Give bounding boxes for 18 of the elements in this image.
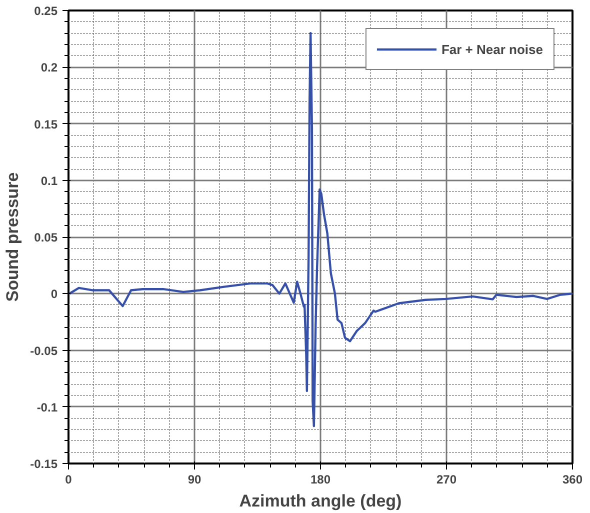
y-tick-label: -0.1 xyxy=(36,400,58,414)
y-tick-label: 0.15 xyxy=(34,117,58,132)
y-tick-label: 0 xyxy=(50,287,58,302)
x-tick-label: 270 xyxy=(436,472,457,486)
y-axis-title: Sound pressure xyxy=(3,172,22,302)
y-tick-label: 0.25 xyxy=(34,4,58,18)
y-tick-label: -0.05 xyxy=(30,344,58,358)
x-tick-label: 180 xyxy=(310,472,331,486)
x-tick-label: 90 xyxy=(188,472,202,486)
legend-label: Far + Near noise xyxy=(441,42,543,56)
y-tick-label: 0.05 xyxy=(34,230,58,244)
x-tick-label: 360 xyxy=(562,472,583,486)
line-series xyxy=(68,32,572,428)
y-tick-label: 0.1 xyxy=(40,174,58,188)
x-tick-label: 0 xyxy=(65,472,72,486)
y-tick-label: 0.2 xyxy=(40,60,58,75)
x-axis-title: Azimuth angle (deg) xyxy=(239,492,402,510)
y-tick-label: -0.15 xyxy=(30,457,58,471)
